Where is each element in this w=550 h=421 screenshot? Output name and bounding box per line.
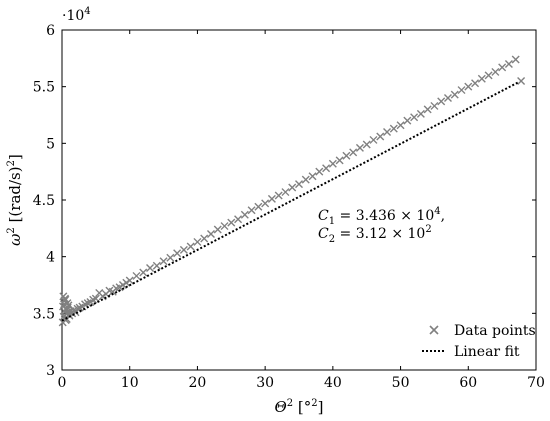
- data-point: [295, 180, 303, 189]
- data-point: [423, 105, 432, 114]
- y-tick-label: 5: [46, 136, 55, 152]
- data-point: [301, 175, 310, 184]
- legend-box: [414, 318, 532, 366]
- x-tick-label: 70: [527, 375, 545, 391]
- data-point: [186, 242, 195, 251]
- data-point: [383, 128, 392, 136]
- legend-label-data-points: Data points: [454, 323, 536, 339]
- legend-label-linear-fit: Linear fit: [454, 344, 520, 360]
- data-point: [437, 97, 446, 106]
- data-point: [416, 109, 425, 118]
- data-point: [443, 94, 452, 102]
- data-point: [173, 249, 182, 258]
- data-point: [139, 268, 148, 277]
- data-point: [213, 225, 222, 234]
- data-point: [457, 86, 466, 95]
- data-point: [349, 148, 358, 157]
- data-point: [504, 60, 513, 68]
- data-point: [240, 210, 249, 219]
- data-point: [152, 261, 161, 270]
- x-tick-label: 0: [58, 375, 67, 391]
- data-point: [484, 71, 493, 80]
- data-point: [464, 82, 473, 91]
- data-marks: [58, 55, 526, 327]
- data-point: [267, 194, 276, 203]
- x-tick-label: 40: [324, 375, 342, 391]
- data-point: [430, 101, 439, 110]
- x-tick-label: 10: [121, 375, 139, 391]
- data-point: [220, 222, 229, 231]
- data-point: [389, 124, 398, 133]
- y-tick-label: 3: [46, 363, 55, 379]
- y-tick-label: 6: [46, 23, 55, 39]
- data-point: [477, 74, 486, 83]
- legend: Data points Linear fit: [414, 318, 536, 366]
- data-point: [200, 234, 209, 243]
- data-point: [335, 156, 344, 165]
- data-point: [227, 218, 236, 227]
- y-tick-label: 4.5: [33, 193, 55, 209]
- data-point: [308, 172, 317, 181]
- plot-area: 0 10 20 30 40 50 60 70 3 3.5 4 4.5 5 5.5 6: [33, 23, 545, 391]
- data-point: [328, 159, 337, 168]
- data-point: [511, 55, 520, 64]
- data-point: [403, 116, 412, 125]
- axis-ticks: 0 10 20 30 40 50 60 70 3 3.5 4 4.5 5 5.5 6: [33, 23, 545, 391]
- x-tick-label: 50: [392, 375, 410, 391]
- data-point: [247, 206, 256, 215]
- data-point: [342, 151, 351, 160]
- data-point: [450, 90, 459, 99]
- data-point: [261, 199, 270, 208]
- data-point: [517, 77, 526, 85]
- x-tick-label: 20: [189, 375, 207, 391]
- data-point: [159, 257, 168, 266]
- data-point: [64, 301, 73, 310]
- x-tick-label: 60: [459, 375, 477, 391]
- data-point: [281, 188, 290, 197]
- data-point: [491, 67, 500, 76]
- data-point: [288, 183, 297, 192]
- data-point: [355, 143, 364, 152]
- y-tick-label: 4: [46, 250, 55, 266]
- data-point: [362, 140, 371, 149]
- data-point: [498, 63, 507, 72]
- data-point: [206, 230, 215, 238]
- data-point: [61, 294, 70, 303]
- data-point: [193, 237, 202, 246]
- data-point: [376, 132, 385, 141]
- data-point: [132, 271, 141, 280]
- y-axis-label: ω2 [(rad/s)2]: [6, 154, 24, 246]
- data-point: [166, 253, 175, 262]
- data-point: [274, 191, 283, 200]
- data-point: [396, 121, 405, 130]
- y-tick-label: 5.5: [33, 80, 55, 96]
- coefficient-c2: C2 = 3.12 × 102: [318, 224, 432, 245]
- data-point: [125, 276, 134, 285]
- x-tick-label: 30: [256, 375, 274, 391]
- y-tick-label: 3.5: [33, 306, 55, 322]
- y-axis-multiplier: ·104: [62, 6, 91, 24]
- x-axis-label: Θ2 [°2]: [274, 398, 323, 416]
- data-point: [322, 164, 331, 173]
- data-point: [369, 135, 378, 144]
- coefficient-c1: C1 = 3.436 × 104,: [318, 206, 445, 227]
- data-point: [410, 113, 419, 122]
- data-point: [471, 79, 480, 88]
- data-point: [179, 245, 188, 254]
- data-point: [146, 264, 155, 272]
- data-point: [254, 202, 263, 211]
- data-point: [234, 215, 243, 224]
- legend-marker-data-points: [429, 325, 439, 335]
- data-point: [315, 167, 324, 176]
- linear-fit-line: [61, 81, 520, 322]
- fit-coefficients-annotation: C1 = 3.436 × 104, C2 = 3.12 × 102: [318, 206, 445, 245]
